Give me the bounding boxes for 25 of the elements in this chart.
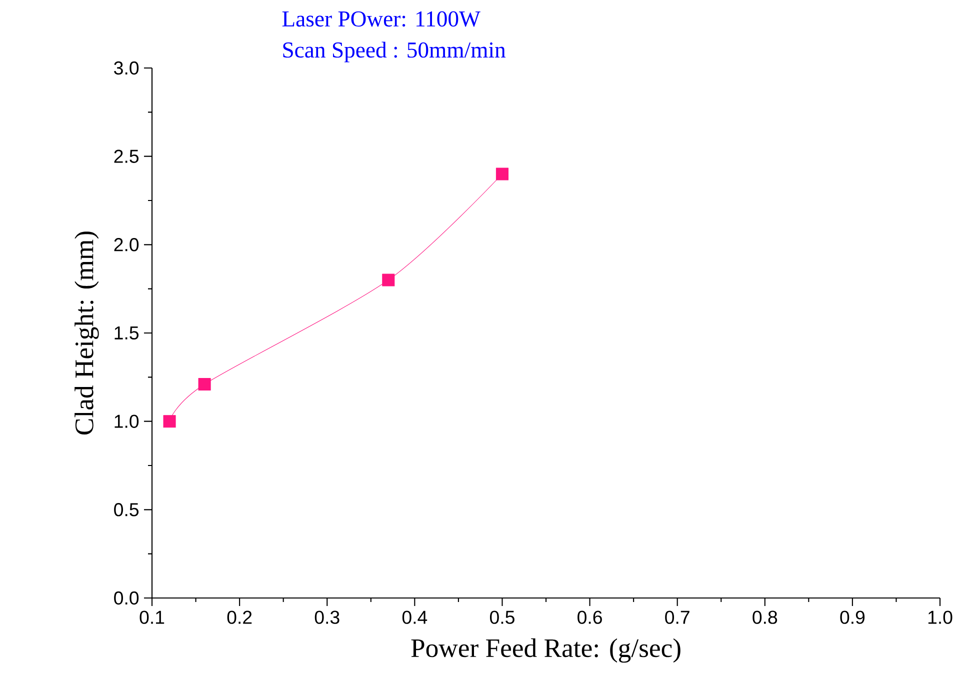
x-tick-label: 0.7 bbox=[665, 610, 690, 624]
x-tick-label: 0.2 bbox=[227, 610, 252, 624]
y-tick-label: 1.5 bbox=[114, 326, 139, 340]
x-tick-label: 0.5 bbox=[490, 610, 514, 624]
point bbox=[163, 415, 176, 428]
y-tick-label: 2.0 bbox=[114, 238, 139, 252]
point bbox=[198, 378, 211, 391]
x-tick-label: 0.3 bbox=[314, 610, 340, 624]
x-tick-label: 0.9 bbox=[840, 610, 865, 624]
y-tick-label: 0.5 bbox=[114, 503, 139, 516]
y-tick-label: 3.0 bbox=[114, 61, 139, 75]
point bbox=[382, 274, 395, 286]
y-tick-label: 0.0 bbox=[114, 591, 139, 605]
x-tick-label: 0.4 bbox=[402, 610, 428, 624]
x-tick-label: 0.8 bbox=[752, 610, 778, 624]
y-axis-title: Clad Height: (mm) bbox=[74, 232, 99, 434]
x-tick-label: 0.6 bbox=[578, 610, 602, 624]
y-tick-label: 1.0 bbox=[114, 414, 139, 428]
chart-subtitle: Scan Speed : 50mm/min bbox=[283, 42, 506, 62]
point bbox=[496, 168, 508, 180]
chart-title: Laser POwer: 1100W bbox=[282, 11, 480, 27]
y-tick-label: 2.5 bbox=[114, 150, 139, 163]
x-tick-label: 0.1 bbox=[140, 610, 164, 624]
x-tick-label: 1.0 bbox=[928, 610, 952, 624]
x-axis-title: Power Feed Rate: (g/sec) bbox=[411, 638, 680, 663]
